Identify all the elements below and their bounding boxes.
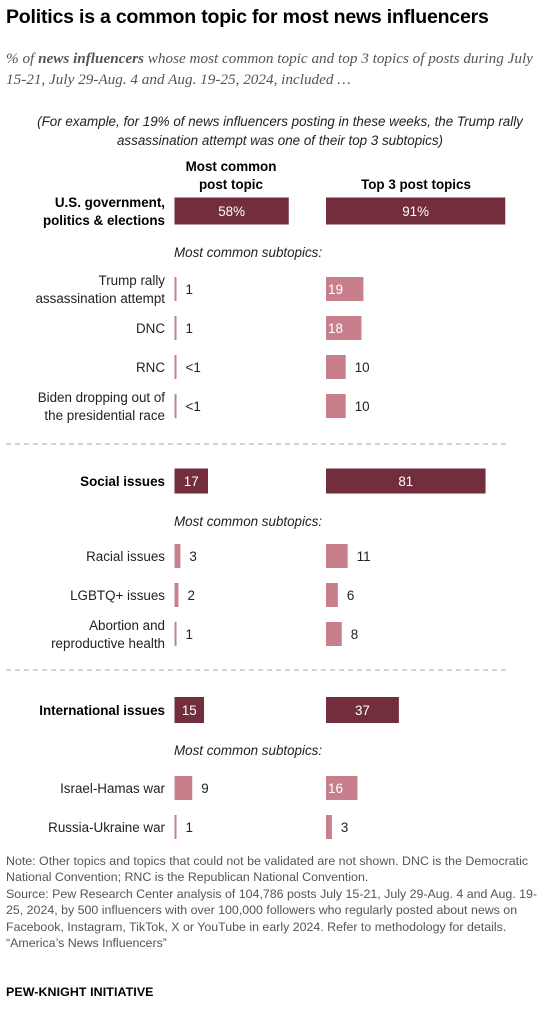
subtopics-heading: Most common subtopics: (174, 743, 322, 758)
sub-top3-bar (326, 776, 358, 800)
sub-most-common-value-label: 3 (189, 549, 196, 564)
topic-label: Social issues (80, 474, 165, 489)
subtopics-heading: Most common subtopics: (174, 245, 322, 260)
sub-most-common-bar (174, 394, 177, 418)
example-note: (For example, for 19% of news influencer… (37, 114, 523, 148)
most-common-bar (174, 468, 208, 494)
most-common-value-label: 17 (184, 474, 199, 489)
sub-most-common-bar (174, 583, 179, 607)
sub-most-common-bar (174, 776, 193, 800)
sub-most-common-bar (174, 316, 177, 340)
top3-bar (326, 697, 399, 723)
subtopic-label: Israel-Hamas war (60, 781, 165, 796)
sub-top3-value-label: 10 (355, 360, 370, 375)
top3-value-label: 91% (402, 204, 429, 219)
subtopic-label: DNC (136, 321, 165, 336)
sub-most-common-value-label: 1 (186, 282, 193, 297)
sub-most-common-value-label: <1 (186, 399, 201, 414)
sub-top3-bar (326, 583, 338, 607)
sub-top3-bar (326, 394, 346, 418)
subtopic-label: Russia-Ukraine war (48, 820, 165, 835)
most-common-bar (174, 697, 205, 723)
source-text: Source: Pew Research Center analysis of … (6, 886, 538, 934)
subtopic-label: Racial issues (86, 549, 165, 564)
sub-most-common-bar (174, 815, 177, 839)
sub-top3-bar (326, 316, 362, 340)
sub-top3-value-label: 11 (357, 549, 371, 564)
column-header-most-common: Most common post topic (185, 159, 277, 192)
note-text: Note: Other topics and topics that could… (6, 854, 529, 885)
top3-value-label: 81 (398, 474, 413, 489)
subtopic-label: LGBTQ+ issues (70, 588, 165, 603)
topic-label: U.S. government, politics & elections (43, 195, 165, 228)
subtitle-bold: news influencers (38, 50, 144, 67)
subtopic-label: Biden dropping out of the presidential ra… (38, 390, 166, 423)
sub-top3-value-label: 3 (341, 820, 348, 835)
sub-top3-bar (326, 277, 364, 301)
most-common-value-label: 58% (218, 204, 245, 219)
sub-top3-value-label: 8 (351, 627, 358, 642)
sub-top3-bar (326, 815, 332, 839)
brand-logo-text: PEW-KNIGHT INITIATIVE (6, 985, 154, 999)
subtopic-label: RNC (136, 360, 165, 375)
sub-top3-bar (326, 622, 342, 646)
sub-most-common-bar (174, 622, 177, 646)
sub-top3-value-label: 10 (355, 399, 370, 414)
subtopic-label: Abortion and reproductive health (51, 618, 165, 651)
sub-most-common-value-label: 2 (187, 588, 194, 603)
sub-top3-value-label: 6 (347, 588, 354, 603)
topic-label: International issues (39, 703, 165, 718)
chart-subtitle: % of news influencers whose most common … (6, 48, 554, 90)
column-header-top3: Top 3 post topics (361, 177, 471, 192)
subtitle-suffix: whose most common topic and top 3 topics… (6, 50, 533, 88)
sub-most-common-value-label: 1 (186, 820, 193, 835)
chart-plot-area: U.S. government, politics & elections 58% 9… (6, 195, 510, 839)
most-common-bar (174, 197, 289, 225)
sub-most-common-value-label: <1 (186, 360, 201, 375)
subtitle-prefix: % of (6, 50, 39, 67)
sub-top3-value-label: 16 (328, 781, 343, 796)
sub-top3-value-label: 18 (328, 321, 343, 336)
sub-most-common-bar (174, 277, 177, 301)
report-title: “America’s News Influencers” (6, 936, 167, 951)
sub-most-common-bar (174, 544, 181, 568)
sub-most-common-value-label: 9 (201, 781, 208, 796)
sub-top3-value-label: 19 (328, 282, 343, 297)
notes-block: Note: Other topics and topics that could… (6, 853, 554, 951)
sub-top3-bar (326, 544, 348, 568)
sub-most-common-value-label: 1 (186, 627, 193, 642)
sub-most-common-bar (174, 355, 177, 379)
chart-title: Politics is a common topic for most news… (6, 6, 489, 28)
subtopic-label: Trump rally assassination attempt (35, 273, 165, 306)
top3-bar (326, 197, 506, 225)
most-common-value-label: 15 (182, 703, 197, 718)
subtopics-heading: Most common subtopics: (174, 514, 322, 529)
top3-bar (326, 468, 486, 494)
top3-value-label: 37 (355, 703, 370, 718)
sub-most-common-value-label: 1 (186, 321, 193, 336)
sub-top3-bar (326, 355, 346, 379)
